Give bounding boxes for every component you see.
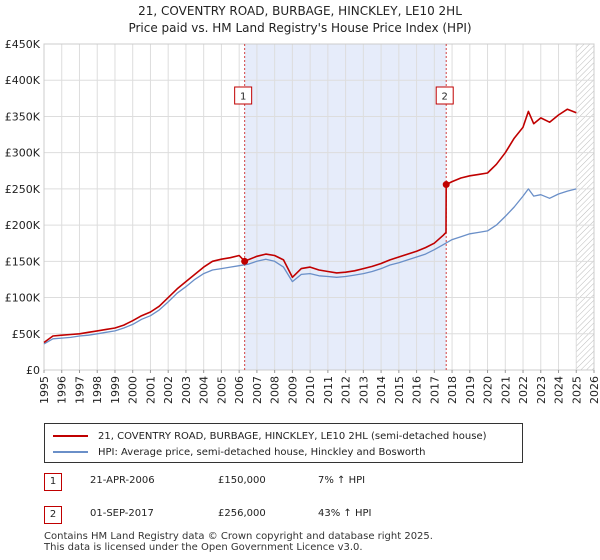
annotation-label: 2 xyxy=(442,92,448,103)
y-tick-label: £150K xyxy=(5,255,41,268)
annotation-box xyxy=(435,86,454,105)
x-tick-label: 2004 xyxy=(198,376,211,404)
x-tick-label: 2025 xyxy=(570,376,583,404)
sale-marker xyxy=(241,257,249,265)
transaction-date: 21-APR-2006 xyxy=(90,475,155,486)
x-tick-label: 2023 xyxy=(535,376,548,404)
plot-border xyxy=(43,43,595,371)
legend-item-hpi: HPI: Average price, semi-detached house,… xyxy=(53,445,425,459)
x-tick-label: 1997 xyxy=(73,376,86,404)
y-tick-label: £300K xyxy=(5,147,41,160)
x-tick-label: 2026 xyxy=(588,376,600,404)
chart-title-line1: 21, COVENTRY ROAD, BURBAGE, HINCKLEY, LE… xyxy=(138,4,462,18)
annotation-label: 1 xyxy=(240,92,246,103)
x-tick-label: 2019 xyxy=(464,376,477,404)
y-tick-label: £100K xyxy=(5,292,41,305)
y-tick-label: £50K xyxy=(12,328,41,341)
legend-label-property: 21, COVENTRY ROAD, BURBAGE, HINCKLEY, LE… xyxy=(98,430,487,442)
chart-title-line2: Price paid vs. HM Land Registry's House … xyxy=(128,21,472,35)
legend-label-hpi: HPI: Average price, semi-detached house,… xyxy=(98,446,426,458)
transaction-price: £256,000 xyxy=(218,508,266,519)
property-price-line xyxy=(43,108,577,344)
x-tick-label: 2014 xyxy=(375,376,388,404)
legend: 21, COVENTRY ROAD, BURBAGE, HINCKLEY, LE… xyxy=(44,423,523,463)
hpi-line xyxy=(43,188,577,345)
transaction-hpi: 7% ↑ HPI xyxy=(318,475,366,486)
x-tick-label: 1996 xyxy=(56,376,69,404)
y-tick-label: £350K xyxy=(5,110,41,123)
transaction-hpi: 43% ↑ HPI xyxy=(318,508,372,519)
forecast-hatch xyxy=(576,44,594,370)
x-tick-label: 2000 xyxy=(127,376,140,404)
x-tick-label: 2015 xyxy=(393,376,406,404)
transaction-date: 01-SEP-2017 xyxy=(90,508,154,519)
x-tick-label: 2010 xyxy=(304,376,317,404)
sale-marker xyxy=(442,181,450,189)
footer-copyright: Contains HM Land Registry data © Crown c… xyxy=(44,531,433,542)
x-tick-label: 1995 xyxy=(38,376,51,404)
transaction-badge: 1 xyxy=(44,473,62,491)
x-tick-label: 2016 xyxy=(411,376,424,404)
x-tick-label: 1999 xyxy=(109,376,122,404)
x-tick-label: 2011 xyxy=(322,376,335,404)
y-tick-label: £450K xyxy=(5,38,41,51)
y-tick-label: £250K xyxy=(5,183,41,196)
x-tick-label: 2024 xyxy=(553,376,566,404)
legend-line-hpi xyxy=(53,451,88,453)
footer: Contains HM Land Registry data © Crown c… xyxy=(44,531,433,553)
y-tick-label: £400K xyxy=(5,74,41,87)
y-tick-label: £0 xyxy=(26,364,40,377)
x-tick-label: 2007 xyxy=(251,376,264,404)
x-tick-label: 2005 xyxy=(215,376,228,404)
x-tick-label: 2012 xyxy=(340,376,353,404)
x-tick-label: 2002 xyxy=(162,376,175,404)
x-tick-label: 2013 xyxy=(357,376,370,404)
chart-plot: £0 £50K £100K £150K £200K £250K £300K £350K £400… xyxy=(5,38,600,404)
x-tick-label: 2001 xyxy=(144,376,157,404)
x-tick-label: 2021 xyxy=(499,376,512,404)
transaction-price: £150,000 xyxy=(218,475,266,486)
y-tick-label: £200K xyxy=(5,219,41,232)
x-tick-label: 2022 xyxy=(517,376,530,404)
x-tick-label: 2018 xyxy=(446,376,459,404)
x-tick-label: 2017 xyxy=(428,376,441,404)
x-tick-label: 2008 xyxy=(269,376,282,404)
legend-line-property xyxy=(53,435,88,437)
x-tick-label: 2020 xyxy=(482,376,495,404)
x-tick-label: 1998 xyxy=(91,376,104,404)
x-tick-label: 2009 xyxy=(286,376,299,404)
x-tick-label: 2003 xyxy=(180,376,193,404)
transaction-badge: 2 xyxy=(44,506,62,524)
legend-item-property: 21, COVENTRY ROAD, BURBAGE, HINCKLEY, LE… xyxy=(53,429,487,443)
footer-licence: This data is licensed under the Open Gov… xyxy=(44,542,363,553)
annotation-box xyxy=(234,86,253,105)
x-tick-label: 2006 xyxy=(233,376,246,404)
